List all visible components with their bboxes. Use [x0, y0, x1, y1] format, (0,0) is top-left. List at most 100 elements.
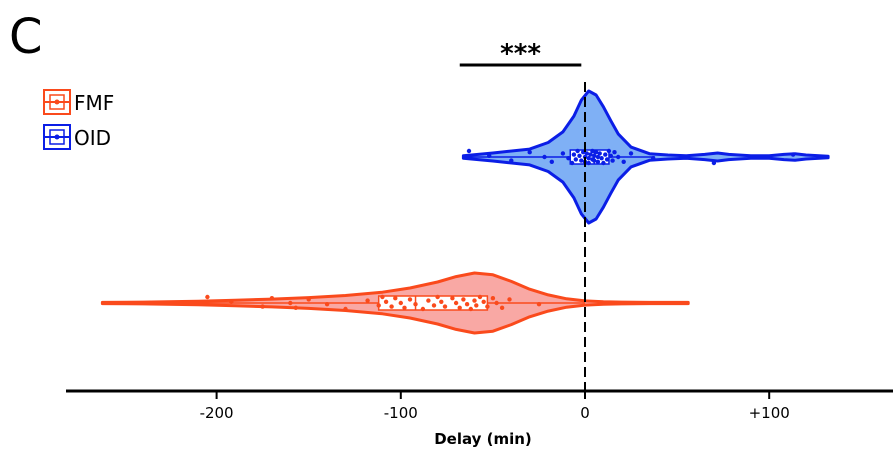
legend-dot-oid [54, 134, 60, 140]
point-fmf [343, 306, 348, 312]
point-fmf [402, 305, 407, 310]
point-oid [603, 152, 608, 157]
point-fmf [481, 299, 486, 304]
point-oid [487, 153, 492, 158]
point-fmf [468, 306, 473, 312]
point-oid [586, 156, 591, 161]
point-fmf [293, 305, 298, 310]
point-oid [599, 156, 604, 161]
legend-label-fmf: FMF [74, 91, 114, 115]
point-oid [612, 150, 617, 155]
point-fmf [260, 304, 265, 309]
point-oid [527, 150, 532, 155]
series-oid [461, 89, 830, 225]
point-oid [584, 151, 589, 156]
point-fmf [485, 304, 490, 309]
point-oid [575, 148, 580, 154]
series-fmf [100, 271, 690, 335]
point-oid [651, 156, 656, 161]
point-oid [566, 156, 571, 161]
point-fmf [389, 304, 394, 309]
legend-label-oid: OID [74, 126, 111, 150]
point-fmf [457, 305, 462, 310]
point-oid [790, 152, 796, 157]
plot-area [100, 89, 830, 335]
significance-annotation: *** [459, 39, 582, 69]
point-oid [549, 159, 554, 164]
x-axis-label: Delay (min) [434, 430, 532, 448]
point-fmf [461, 297, 466, 302]
point-oid [595, 159, 601, 164]
point-oid [586, 160, 591, 166]
point-fmf [536, 302, 542, 307]
point-fmf [380, 294, 385, 300]
point-oid [606, 148, 612, 154]
point-oid [590, 148, 595, 154]
x-tick-label: 0 [580, 404, 590, 422]
point-fmf [229, 299, 234, 304]
point-oid [542, 154, 547, 160]
point-oid [569, 160, 575, 166]
point-oid [604, 157, 610, 162]
point-oid [608, 153, 613, 158]
point-oid [593, 150, 599, 155]
point-oid [573, 157, 578, 162]
point-fmf [420, 306, 426, 312]
point-fmf [507, 297, 512, 302]
point-oid [571, 152, 577, 157]
point-fmf [477, 294, 483, 300]
point-fmf [474, 303, 479, 308]
point-fmf [383, 299, 389, 304]
point-fmf [439, 299, 444, 304]
point-fmf [205, 294, 210, 300]
point-oid [711, 160, 717, 166]
point-fmf [435, 294, 440, 300]
point-fmf [426, 298, 431, 303]
point-oid [509, 158, 514, 163]
x-tick-label: -200 [200, 404, 234, 422]
point-oid [597, 151, 602, 156]
point-fmf [365, 298, 370, 303]
point-fmf [450, 296, 455, 301]
point-fmf [490, 296, 496, 301]
point-oid [577, 153, 582, 158]
point-fmf [306, 297, 311, 302]
point-fmf [398, 300, 403, 306]
point-oid [616, 154, 621, 160]
point-fmf [413, 302, 418, 307]
point-oid [466, 148, 472, 154]
x-tick-label: +100 [749, 404, 790, 422]
x-tick-label: -100 [384, 404, 418, 422]
point-fmf [288, 300, 293, 306]
legend-dot-fmf [54, 99, 60, 105]
point-fmf [453, 300, 459, 306]
point-oid [595, 154, 601, 160]
x-axis-ticks: -200 -100 0 +100 [200, 391, 790, 422]
point-fmf [269, 296, 275, 301]
significance-stars: *** [500, 39, 541, 69]
point-fmf [442, 304, 448, 309]
point-oid [592, 158, 597, 163]
point-oid [560, 151, 566, 156]
legend: FMF OID [43, 89, 114, 150]
point-oid [579, 158, 584, 163]
point-oid [588, 152, 593, 157]
point-fmf [472, 298, 477, 303]
point-oid [621, 159, 626, 164]
point-fmf [393, 296, 398, 301]
point-oid [628, 151, 634, 156]
point-fmf [376, 303, 381, 308]
point-fmf [431, 303, 437, 308]
point-fmf [499, 305, 505, 310]
point-oid [610, 158, 615, 163]
panel-label: C [9, 9, 43, 65]
point-fmf [324, 302, 330, 307]
point-oid [592, 153, 597, 158]
point-fmf [494, 300, 499, 306]
point-fmf [407, 297, 413, 302]
point-oid [601, 160, 606, 166]
legend-item-fmf: FMF [43, 89, 114, 115]
legend-item-oid: OID [43, 124, 111, 150]
point-fmf [464, 302, 470, 307]
